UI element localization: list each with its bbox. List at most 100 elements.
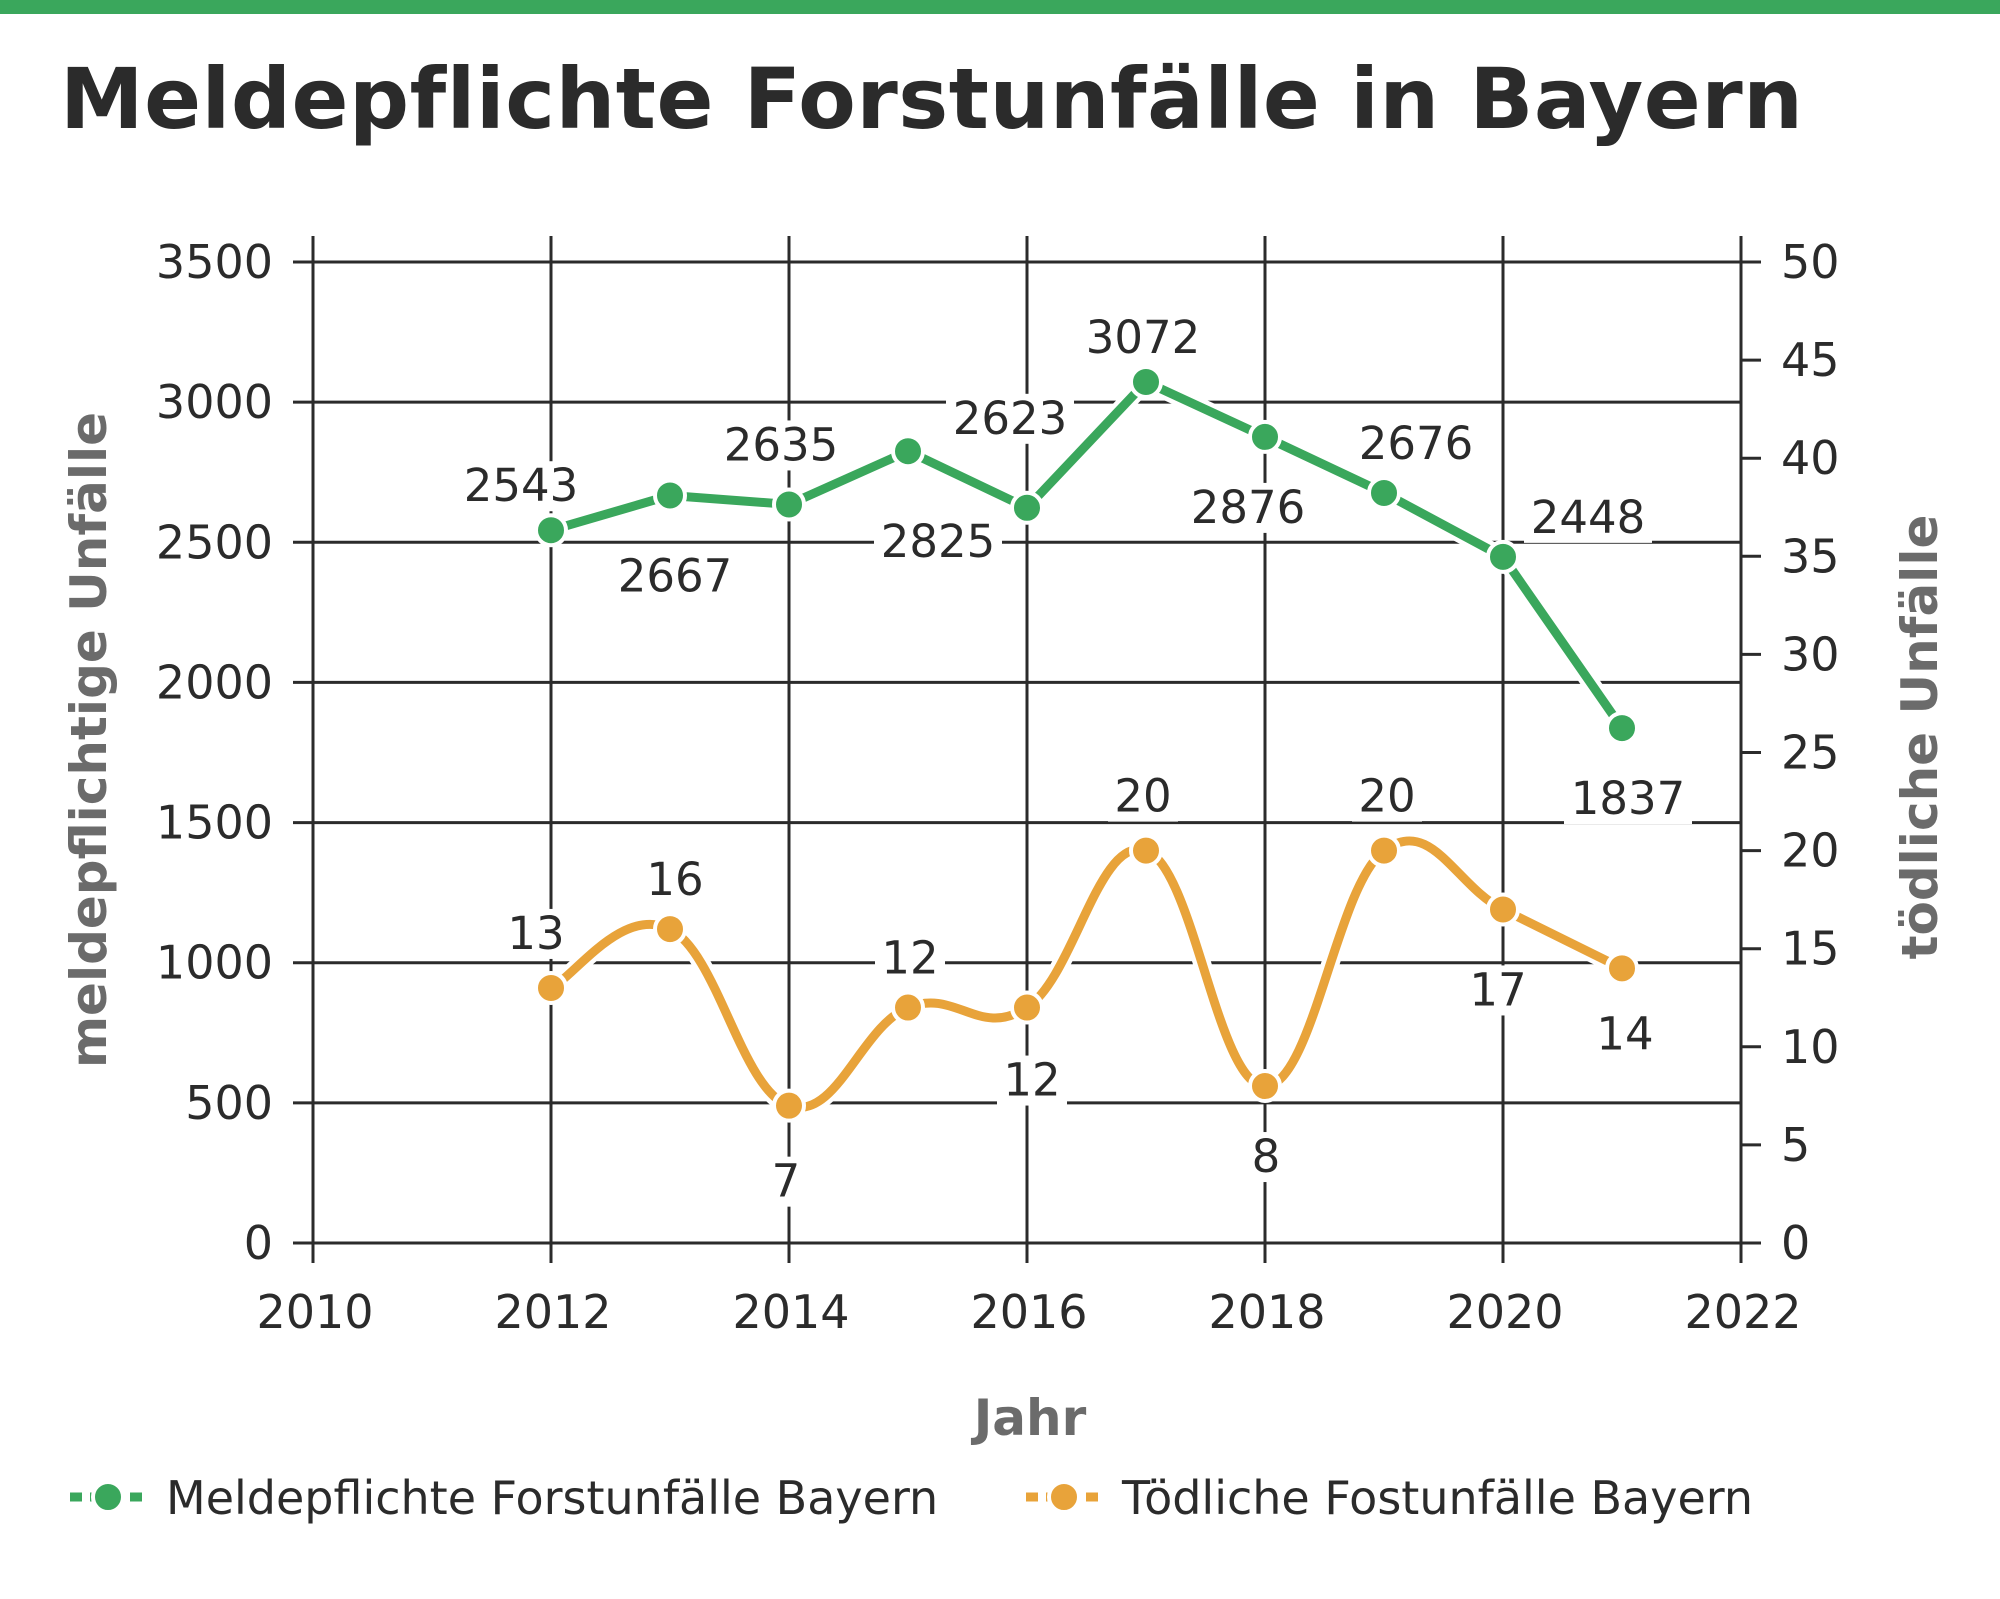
- legend-item-meldepflichtige: Meldepflichte Forstunfälle Bayern: [70, 1471, 938, 1525]
- data-point: [1129, 833, 1163, 868]
- legend-item-toedliche: Tödliche Fostunfälle Bayern: [1026, 1471, 1753, 1525]
- data-label-bg: [1352, 418, 1480, 469]
- data-point: [891, 990, 925, 1025]
- y-tick-left-label: 3500: [156, 235, 273, 289]
- y-axis-left-title: meldepflichtige Unfälle: [60, 412, 118, 1068]
- y-tick-right-label: 10: [1781, 1020, 1840, 1074]
- data-label: 1837: [1571, 772, 1686, 825]
- data-label: 2825: [881, 515, 996, 568]
- data-label: 17: [1469, 963, 1526, 1016]
- x-tick-label: 2016: [970, 1285, 1087, 1339]
- data-point: [534, 513, 568, 548]
- y-tick-right-label: 5: [1781, 1118, 1810, 1172]
- series: [534, 364, 1639, 1123]
- legend: Meldepflichte Forstunfälle Bayern Tödlich…: [70, 1471, 1753, 1525]
- data-label: 14: [1596, 1007, 1653, 1060]
- y-tick-left-label: 1500: [156, 796, 273, 850]
- data-label: 3072: [1086, 311, 1201, 364]
- data-label: 20: [1114, 770, 1171, 823]
- data-label: 16: [646, 853, 703, 906]
- legend-swatch-marker: [1047, 1480, 1081, 1514]
- x-tick-label: 2020: [1446, 1285, 1563, 1339]
- data-label: 12: [1003, 1054, 1060, 1107]
- series-line-meldepflichtige: [546, 377, 1627, 733]
- x-tick-label: 2012: [494, 1285, 611, 1339]
- top-accent-bar: [0, 0, 2000, 14]
- data-label: 13: [507, 907, 564, 960]
- y-tick-right-label: 40: [1781, 431, 1840, 485]
- y-tick-left-label: 2000: [156, 655, 273, 709]
- data-point: [1486, 892, 1520, 927]
- data-point: [1248, 419, 1282, 454]
- data-point: [1605, 711, 1639, 746]
- data-point: [1367, 475, 1401, 510]
- data-label-bg: [875, 933, 945, 984]
- data-point: [1248, 1069, 1282, 1104]
- data-labels: 2543 2667 2635 2825 2623 3072 2876 2676 2448 1837…: [457, 311, 1692, 1208]
- data-point: [1605, 951, 1639, 986]
- y-tick-left-label: 2500: [156, 515, 273, 569]
- data-label-bg: [457, 461, 585, 512]
- data-point: [1010, 490, 1044, 525]
- data-label: 7: [772, 1155, 801, 1208]
- data-label-bg: [1463, 965, 1533, 1016]
- y-tick-left-label: 1000: [156, 936, 273, 990]
- y-tick-right-label: 35: [1781, 529, 1840, 583]
- data-point: [891, 434, 925, 469]
- data-label-bg: [717, 420, 845, 471]
- data-point: [1129, 364, 1163, 399]
- grid-lines: [293, 236, 1743, 1263]
- data-label: 2676: [1359, 417, 1474, 470]
- x-tick-label: 2014: [732, 1285, 849, 1339]
- data-label: 2876: [1191, 481, 1306, 534]
- series-line-toedliche: [546, 836, 1627, 1112]
- y-tick-right-label: 50: [1781, 235, 1840, 289]
- data-point: [1010, 990, 1044, 1025]
- legend-swatch-marker: [91, 1480, 125, 1514]
- chart-title: Meldepflichte Forstunfälle in Bayern: [60, 50, 1804, 148]
- x-tick-label: 2022: [1684, 1285, 1801, 1339]
- data-label-bg: [1079, 312, 1207, 363]
- data-label-bg: [765, 1156, 807, 1207]
- legend-label: Tödliche Fostunfälle Bayern: [1121, 1471, 1753, 1525]
- legend-label: Meldepflichte Forstunfälle Bayern: [166, 1471, 938, 1525]
- y-tick-right-label: 25: [1781, 726, 1840, 780]
- data-label-bg: [1352, 771, 1422, 822]
- data-label-bg: [1590, 1009, 1660, 1060]
- x-tick-label: 2010: [256, 1285, 373, 1339]
- y-tick-left-label: 3000: [156, 375, 273, 429]
- data-label: 2623: [953, 392, 1068, 445]
- data-label-bg: [1245, 1132, 1287, 1183]
- data-point: [534, 970, 568, 1005]
- data-point: [772, 487, 806, 522]
- data-point: [653, 478, 687, 513]
- x-tick-label: 2018: [1208, 1285, 1325, 1339]
- data-label: 2635: [724, 418, 839, 471]
- data-label-bg: [611, 551, 739, 602]
- data-label-bg: [1564, 774, 1692, 825]
- data-label: 2543: [464, 459, 579, 512]
- data-point: [1367, 833, 1401, 868]
- data-label: 8: [1252, 1130, 1281, 1183]
- data-label-bg: [1524, 492, 1652, 543]
- y-tick-left-label: 500: [185, 1076, 273, 1130]
- data-point: [653, 912, 687, 947]
- data-point: [1486, 539, 1520, 574]
- data-point: [772, 1088, 806, 1123]
- data-label: 2667: [618, 549, 733, 602]
- y-tick-right-label: 20: [1781, 824, 1840, 878]
- data-label-bg: [501, 908, 571, 959]
- x-axis-title: Jahr: [971, 1389, 1087, 1447]
- y-tick-right-label: 15: [1781, 922, 1840, 976]
- data-label-bg: [640, 855, 710, 906]
- data-label: 12: [881, 932, 938, 985]
- data-label: 2448: [1531, 491, 1646, 544]
- y-tick-left-label: 0: [244, 1216, 273, 1270]
- data-label-bg: [1108, 771, 1178, 822]
- data-label-bg: [1184, 482, 1312, 533]
- data-label: 20: [1358, 770, 1415, 823]
- data-label-bg: [946, 393, 1074, 444]
- data-label-bg: [874, 517, 1002, 568]
